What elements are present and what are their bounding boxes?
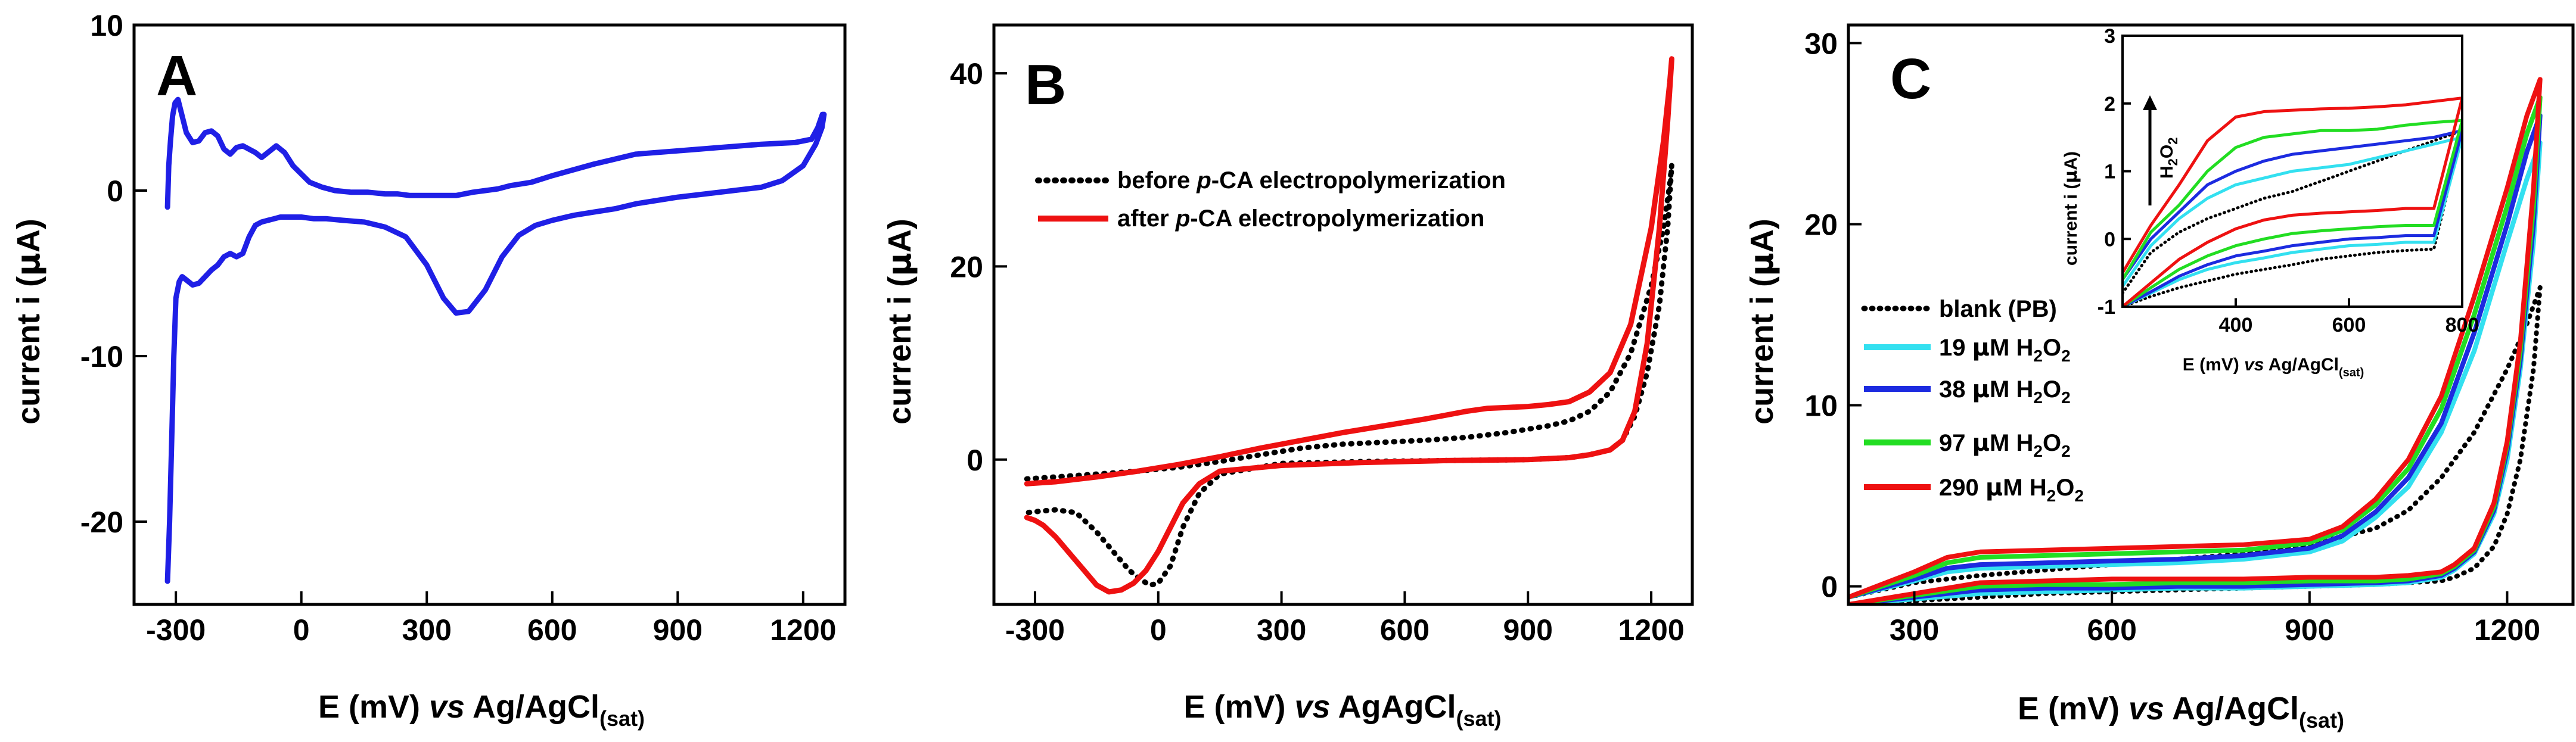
panela-series-0 — [164, 96, 827, 584]
inset-ylabel: current i (μA) — [2061, 151, 2081, 266]
panel-b-ylabel: current i (μA) — [881, 219, 918, 425]
legend-label-before: before p-CA electropolymerization — [1117, 167, 1506, 194]
panel-b-xlabel: E (mV) vs AgAgCl(sat) — [1183, 689, 1501, 731]
x-tick-label: 1200 — [770, 613, 836, 647]
y-tick-label: -10 — [80, 340, 123, 373]
panelb-series-1 — [1024, 56, 1674, 595]
inset-arrow-label: H2O2 — [2157, 137, 2180, 179]
panel-a-series — [164, 96, 827, 584]
x-tick-label: 300 — [1890, 613, 1939, 647]
x-tick-label: 600 — [2332, 314, 2366, 336]
y-tick-label: 3 — [2104, 25, 2115, 48]
panel-a-ticks: -300 0 300 600 900 1200 -20 -10 0 10 — [80, 9, 837, 647]
panelc-series-4 — [1848, 77, 2543, 604]
x-tick-label: 0 — [1150, 613, 1167, 647]
y-tick-label: 10 — [90, 9, 123, 42]
legend-label-after: after p-CA electropolymerization — [1117, 205, 1484, 232]
x-tick-label: 400 — [2219, 314, 2253, 336]
x-tick-label: 300 — [402, 613, 452, 647]
legend-label-19: 19 μM H2O2 — [1939, 334, 2071, 365]
panel-b-legend: before p-CA electropolymerization after … — [1035, 167, 1506, 232]
legend-label-blank: blank (PB) — [1939, 296, 2057, 322]
x-tick-label: 900 — [653, 613, 703, 647]
panel-b: -300 0 300 600 900 1200 0 20 40 B before p-CA el… — [881, 23, 1694, 731]
y-tick-label: 0 — [1821, 570, 1838, 604]
y-tick-label: 0 — [967, 444, 983, 477]
x-tick-label: 300 — [1257, 613, 1306, 647]
panel-c-letter: C — [1890, 47, 1931, 111]
x-tick-label: -300 — [146, 613, 206, 647]
y-tick-label: -1 — [2098, 296, 2115, 319]
x-tick-label: 600 — [1380, 613, 1430, 647]
x-tick-label: 600 — [2087, 613, 2136, 647]
panel-a-xlabel: E (mV) vs Ag/AgCl(sat) — [318, 689, 645, 731]
panel-a-frame — [132, 23, 847, 606]
panelci-series-0 — [2123, 129, 2462, 307]
panelci-series-4 — [2123, 96, 2462, 307]
inset-frame — [2121, 35, 2463, 308]
x-tick-label: 800 — [2446, 314, 2479, 336]
x-tick-label: 600 — [527, 613, 577, 647]
panel-a-ylabel: current i (μA) — [10, 219, 47, 425]
legend-label-38: 38 μM H2O2 — [1939, 376, 2071, 407]
panel-b-ticks: -300 0 300 600 900 1200 0 20 40 — [950, 57, 1684, 647]
panel-b-frame — [992, 23, 1694, 606]
inset-xlabel: E (mV) vs Ag/AgCl(sat) — [2183, 355, 2364, 379]
panel-b-letter: B — [1025, 53, 1066, 117]
y-tick-label: 10 — [1804, 389, 1838, 423]
panel-c-frame — [1847, 23, 2575, 606]
x-tick-label: 0 — [293, 613, 310, 647]
panelb-series-0 — [1024, 162, 1674, 588]
y-tick-label: 1 — [2104, 161, 2115, 183]
panel-a: -300 0 300 600 900 1200 -20 -10 0 10 A E (mV) vs … — [10, 9, 847, 731]
legend-label-97: 97 μM H2O2 — [1939, 429, 2071, 460]
y-tick-label: 0 — [2104, 228, 2115, 251]
y-tick-label: 40 — [950, 57, 983, 91]
y-tick-label: -20 — [80, 506, 123, 539]
panel-b-series — [1024, 56, 1674, 595]
panelci-series-2 — [2123, 129, 2462, 307]
panel-c-inset: 400 600 800 -1 0 1 2 3 H2O2 E (mV) vs Ag/AgCl(s… — [2061, 25, 2479, 379]
legend-label-290: 290 μM H2O2 — [1939, 474, 2084, 505]
inset-arrow-head — [2143, 95, 2157, 110]
panel-c-xlabel: E (mV) vs Ag/AgCl(sat) — [2018, 691, 2344, 732]
x-tick-label: 900 — [1503, 613, 1553, 647]
y-tick-label: 0 — [107, 174, 123, 208]
panel-c-series — [1848, 77, 2543, 604]
y-tick-label: 20 — [1804, 208, 1838, 241]
panel-a-letter: A — [156, 44, 197, 108]
panel-c-legend: blank (PB) 19 μM H2O2 38 μM H2O2 97 μM H… — [1861, 296, 2084, 505]
panelci-series-1 — [2123, 136, 2462, 307]
y-tick-label: 20 — [950, 250, 983, 283]
x-tick-label: -300 — [1005, 613, 1065, 647]
x-tick-label: 1200 — [1618, 613, 1684, 647]
x-tick-label: 900 — [2285, 613, 2334, 647]
panel-c-ylabel: current i (μA) — [1743, 219, 1780, 425]
y-tick-label: 30 — [1804, 27, 1838, 60]
inset-series — [2123, 96, 2462, 307]
x-tick-label: 1200 — [2474, 613, 2540, 647]
panelci-series-3 — [2123, 119, 2462, 307]
inset-h2o2-arrow: H2O2 — [2143, 95, 2180, 205]
inset-ticks: 400 600 800 -1 0 1 2 3 — [2098, 25, 2479, 336]
y-tick-label: 2 — [2104, 93, 2115, 116]
